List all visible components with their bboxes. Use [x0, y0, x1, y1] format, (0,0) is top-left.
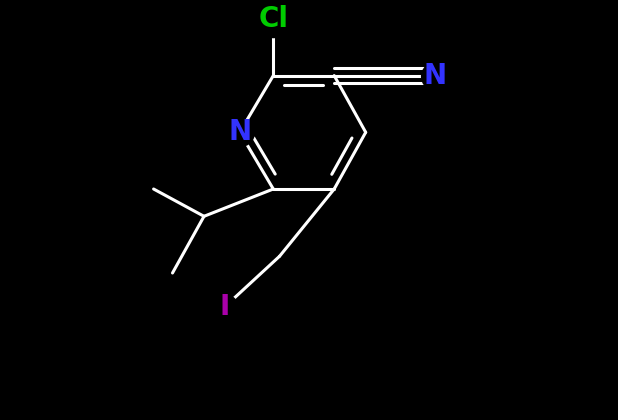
- Text: N: N: [228, 118, 252, 146]
- Text: I: I: [220, 293, 230, 320]
- Text: N: N: [423, 62, 447, 89]
- Text: Cl: Cl: [258, 5, 289, 33]
